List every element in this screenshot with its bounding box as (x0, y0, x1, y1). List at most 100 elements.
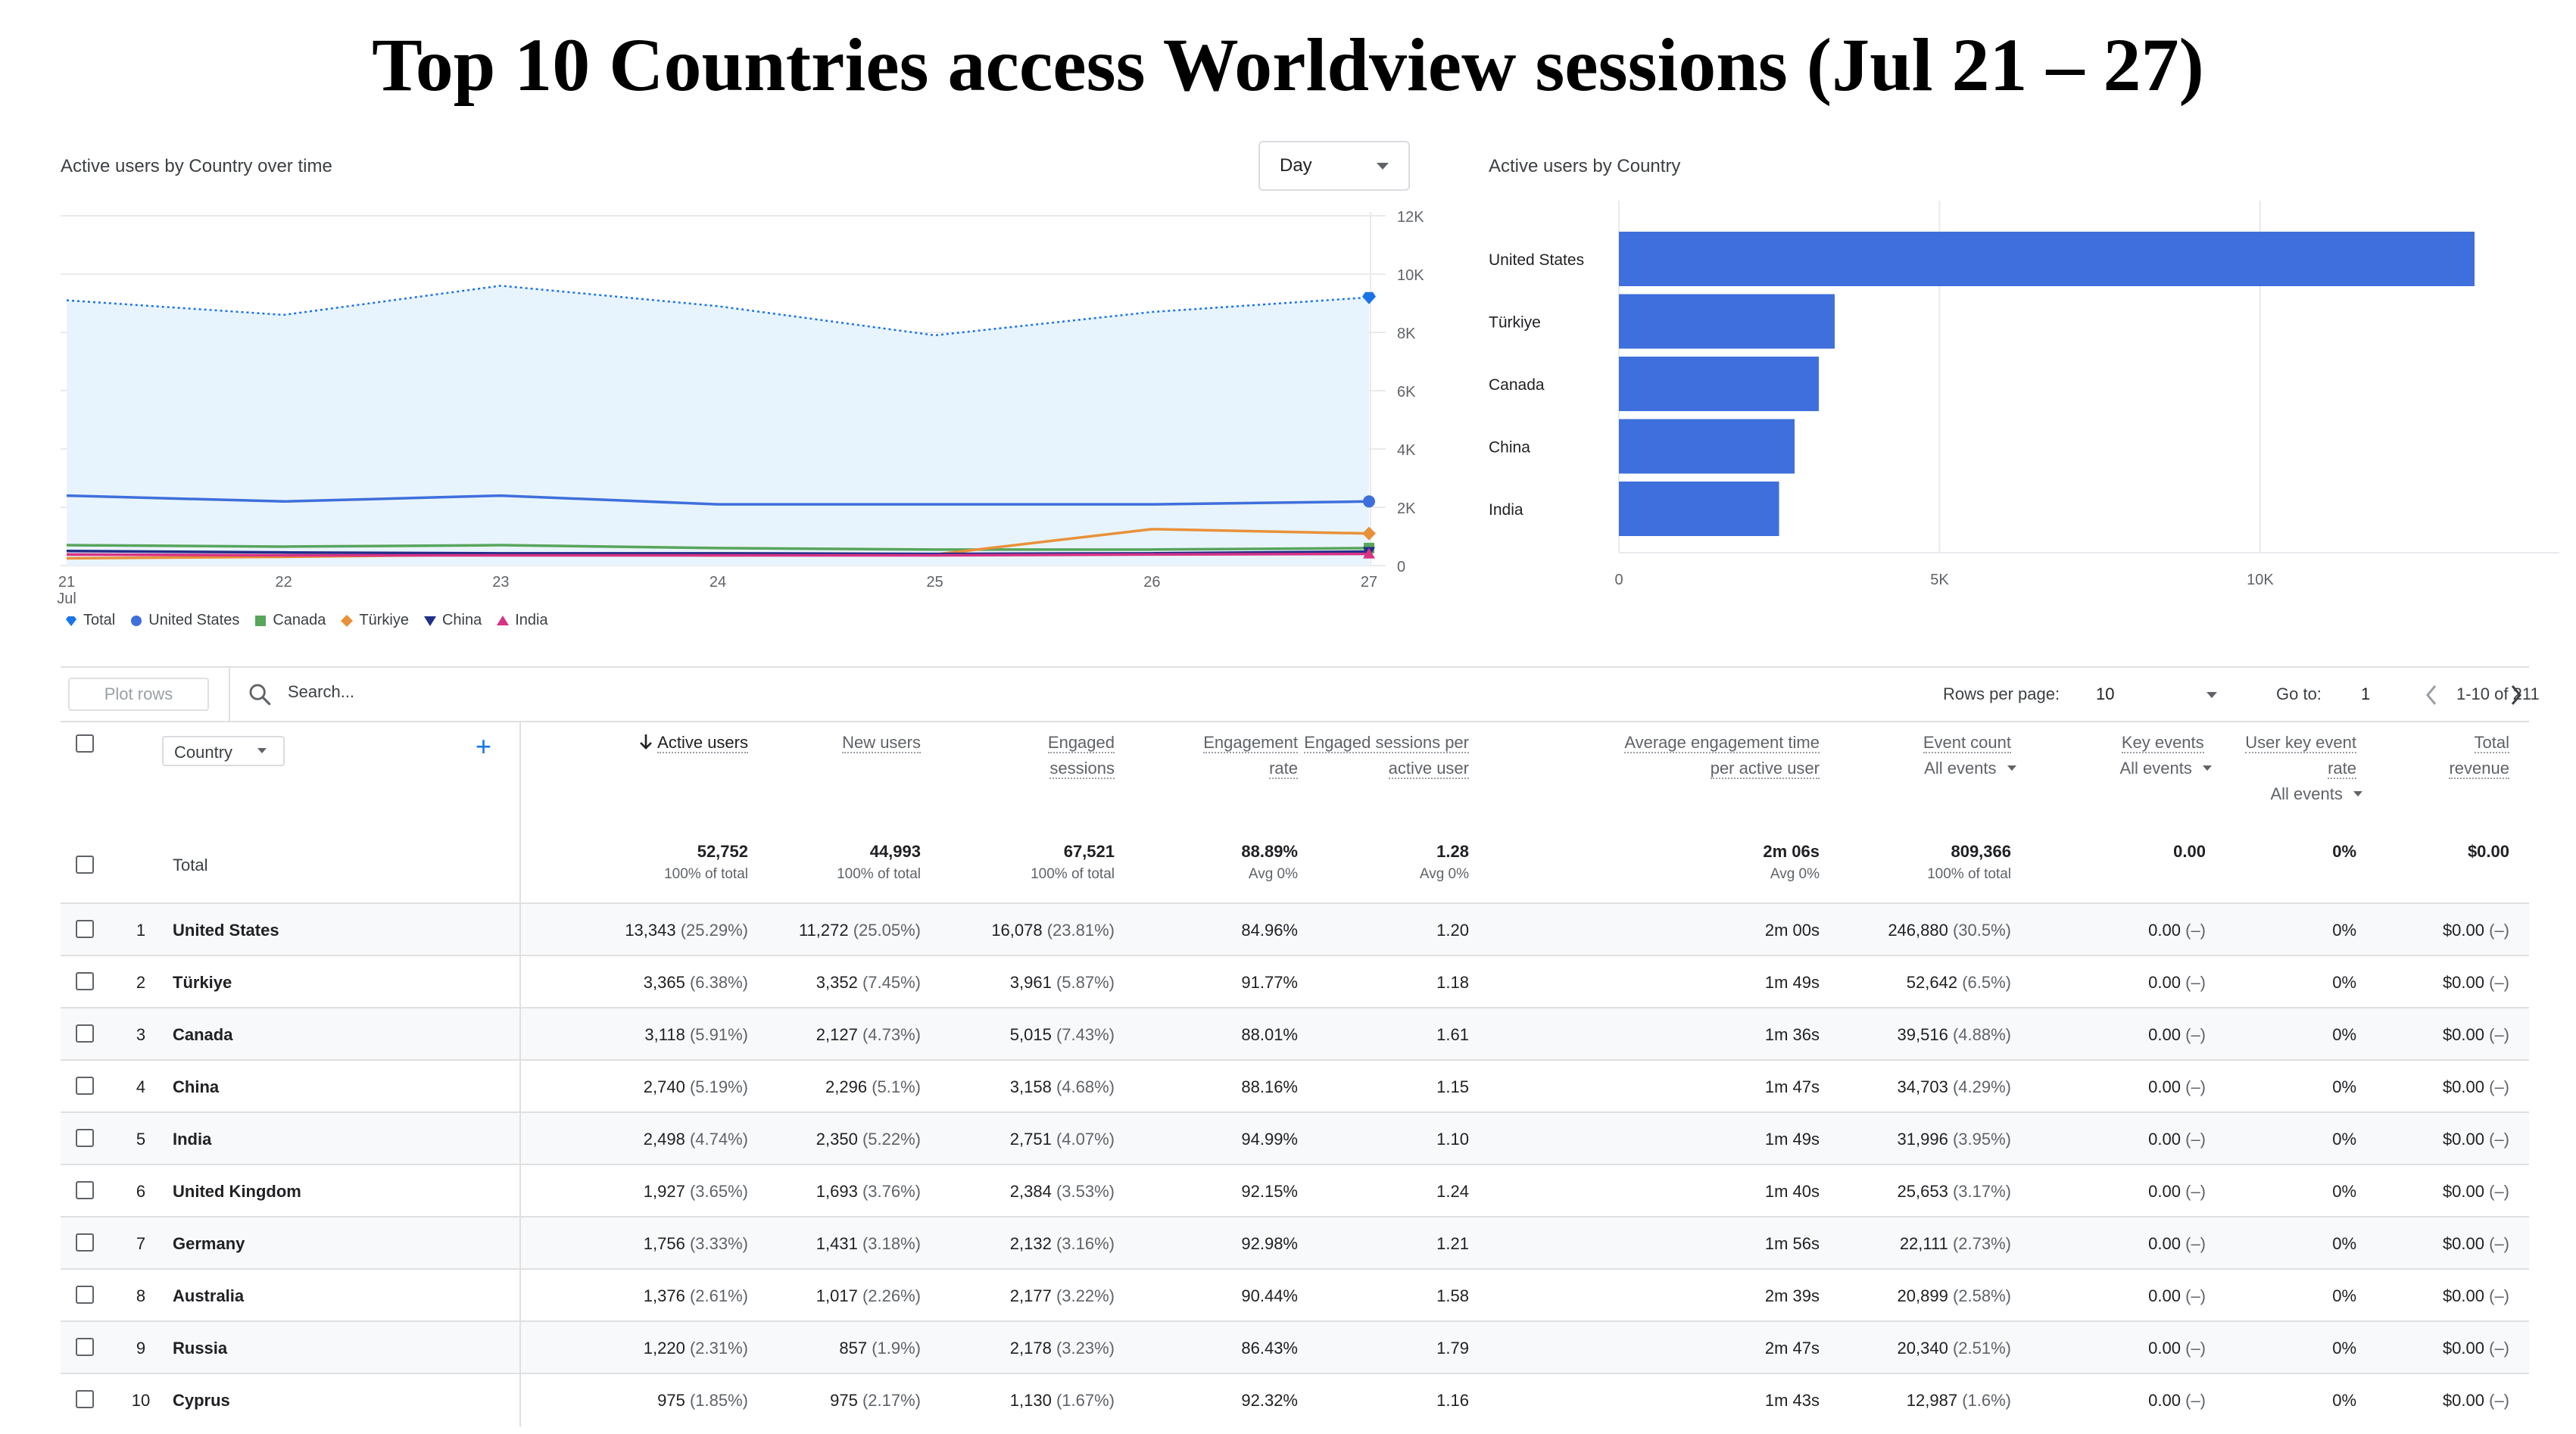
legend-item-china[interactable]: China (423, 612, 482, 629)
cell-value: $0.00 (2442, 1234, 2484, 1253)
cell-value: 1,130 (1009, 1391, 1052, 1410)
header-event-count[interactable]: Event count All events (1923, 730, 2016, 781)
bar-category-label: Türkiye (1489, 314, 1541, 332)
row-country[interactable]: Türkiye (173, 973, 232, 992)
table-row[interactable]: 7 Germany 1,756 (3.33%) 1,431 (3.18%) 2,132 … (61, 1216, 2529, 1270)
goto-input[interactable]: 1 (2361, 684, 2371, 703)
dimension-select[interactable]: Country (162, 736, 285, 766)
row-checkbox[interactable] (76, 972, 94, 990)
search-input[interactable] (286, 681, 744, 703)
row-country[interactable]: China (173, 1077, 220, 1096)
row-country[interactable]: United Kingdom (173, 1182, 301, 1201)
cell-value: 1,431 (816, 1234, 858, 1253)
row-cell: 20,340 (2.51%) (1898, 1339, 2011, 1358)
plot-rows-button[interactable]: Plot rows (68, 678, 209, 711)
line-chart: 12K 10K 8K 6K 4K 2K 0 21 22 23 24 25 26 27 Jul (57, 209, 1424, 606)
legend-item-turkiye[interactable]: Türkiye (341, 612, 409, 629)
row-country[interactable]: United States (173, 921, 279, 940)
row-cell: 246,880 (30.5%) (1888, 921, 2011, 940)
header-key-events[interactable]: Key events All events (2119, 730, 2212, 781)
cell-value: 39,516 (1897, 1025, 1948, 1044)
table-row[interactable]: 6 United Kingdom 1,927 (3.65%) 1,693 (3.76%… (61, 1164, 2529, 1217)
chevron-left-icon[interactable] (2423, 683, 2440, 707)
bar-united-states[interactable] (1619, 232, 2475, 286)
totals-checkbox[interactable] (76, 856, 94, 874)
add-dimension-icon[interactable]: + (476, 731, 492, 762)
cell-percent: (3.95%) (1948, 1130, 2011, 1149)
header-label: Average engagement time (1624, 733, 1820, 753)
row-checkbox[interactable] (76, 1390, 94, 1408)
cell-value: 2,296 (825, 1077, 868, 1096)
header-engagement-rate[interactable]: Engagement rate (1203, 730, 1298, 781)
cell-value: 1.15 (1436, 1077, 1469, 1096)
row-country[interactable]: Russia (173, 1339, 228, 1358)
row-country[interactable]: India (173, 1130, 212, 1149)
rows-per-page-select[interactable]: 10 (2081, 675, 2232, 713)
table-row[interactable]: 2 Türkiye 3,365 (6.38%) 3,352 (7.45%) 3,961 … (61, 955, 2529, 1008)
totals-cell: 809,366 100% of total (1927, 842, 2011, 883)
row-cell: 1,017 (2.26%) (816, 1286, 921, 1306)
table-row[interactable]: 3 Canada 3,118 (5.91%) 2,127 (4.73%) 5,015 (… (61, 1007, 2529, 1061)
legend-item-total[interactable]: Total (65, 612, 115, 629)
legend-item-canada[interactable]: Canada (254, 612, 326, 629)
table-row[interactable]: 4 China 2,740 (5.19%) 2,296 (5.1%) 3,158 (4.… (61, 1059, 2529, 1113)
totals-value: 52,752 (697, 842, 748, 861)
row-cell: 20,899 (2.58%) (1898, 1286, 2011, 1306)
table-row[interactable]: 10 Cyprus 975 (1.85%) 975 (2.17%) 1,130 (1.6… (61, 1373, 2529, 1426)
row-country[interactable]: Australia (173, 1286, 245, 1305)
cell-percent: (–) (2181, 921, 2206, 940)
row-country[interactable]: Cyprus (173, 1391, 230, 1410)
row-cell: 1.16 (1436, 1391, 1469, 1411)
table-row[interactable]: 1 United States 13,343 (25.29%) 11,272 (25.… (61, 902, 2529, 956)
legend-item-united-states[interactable]: United States (130, 612, 239, 629)
chevron-right-icon[interactable] (2508, 683, 2525, 707)
header-active-users[interactable]: Active users (638, 730, 748, 756)
legend-item-india[interactable]: India (497, 612, 548, 629)
row-checkbox[interactable] (76, 920, 94, 938)
row-checkbox[interactable] (76, 1286, 94, 1304)
row-checkbox[interactable] (76, 1233, 94, 1252)
row-checkbox[interactable] (76, 1338, 94, 1356)
header-user-key-event-rate[interactable]: User key event rate All events (2245, 730, 2362, 807)
header-total-revenue[interactable]: Total revenue (2449, 730, 2509, 781)
bar-china[interactable] (1619, 419, 1795, 474)
cell-value: 0.00 (2148, 1077, 2181, 1096)
header-label: Engagement (1203, 733, 1298, 753)
bar-chart-title: Active users by Country (1489, 156, 1681, 176)
bar-india[interactable] (1619, 482, 1779, 536)
bar-category-label: United States (1489, 251, 1584, 269)
cell-percent: (5.1%) (867, 1077, 921, 1096)
table-row[interactable]: 8 Australia 1,376 (2.61%) 1,017 (2.26%) 2,17… (61, 1268, 2529, 1322)
cell-value: 0% (2332, 1182, 2356, 1201)
bar-canada[interactable] (1619, 357, 1820, 411)
cell-percent: (–) (2484, 1130, 2509, 1149)
rows-per-page-label: Rows per page: (1943, 684, 2060, 703)
header-avg-engagement-time[interactable]: Average engagement time per active user (1624, 730, 1820, 781)
totals-value: 67,521 (1063, 842, 1115, 861)
row-cell: 2,751 (4.07%) (1010, 1130, 1115, 1149)
row-checkbox[interactable] (76, 1024, 94, 1043)
header-engaged-sessions-per-user[interactable]: Engaged sessions per active user (1304, 730, 1469, 781)
row-checkbox[interactable] (76, 1129, 94, 1147)
line-chart-legend: Total United States Canada Türkiye China… (65, 612, 548, 629)
row-country[interactable]: Germany (173, 1234, 245, 1253)
diamond-drop-icon (66, 616, 76, 626)
goto-label: Go to: (2276, 684, 2322, 703)
row-cell: 2m 39s (1765, 1286, 1820, 1306)
table-row[interactable]: 5 India 2,498 (4.74%) 2,350 (5.22%) 2,751 (4… (61, 1111, 2529, 1165)
bar-t-rkiye[interactable] (1619, 294, 1835, 349)
row-checkbox[interactable] (76, 1077, 94, 1095)
table-row[interactable]: 9 Russia 1,220 (2.31%) 857 (1.9%) 2,178 (3.2… (61, 1320, 2529, 1374)
row-cell: 2,498 (4.74%) (644, 1130, 748, 1149)
row-cell: 25,653 (3.17%) (1898, 1182, 2011, 1202)
granularity-select[interactable]: Day (1258, 141, 1410, 191)
row-cell: $0.00 (–) (2443, 921, 2509, 940)
select-all-checkbox[interactable] (76, 734, 94, 753)
row-cell: $0.00 (–) (2443, 1182, 2509, 1202)
cell-value: 2,177 (1009, 1286, 1052, 1305)
row-country[interactable]: Canada (173, 1025, 233, 1044)
header-engaged-sessions[interactable]: Engaged sessions (1047, 730, 1115, 781)
row-checkbox[interactable] (76, 1181, 94, 1199)
totals-cell: 67,521 100% of total (1031, 842, 1115, 883)
header-new-users[interactable]: New users (842, 730, 921, 756)
